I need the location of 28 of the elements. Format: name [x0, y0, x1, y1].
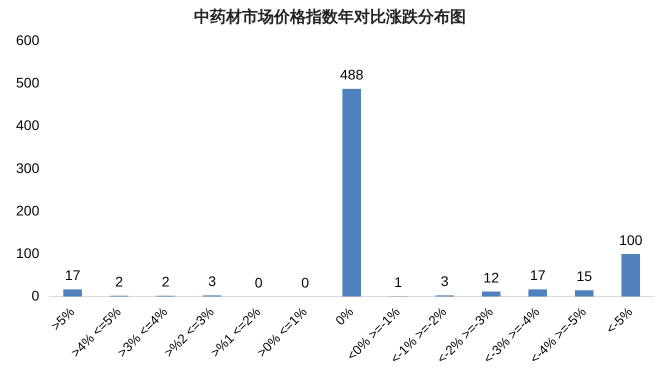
data-label: 0: [301, 274, 310, 290]
data-label: 17: [64, 267, 81, 284]
data-label: 2: [162, 274, 170, 290]
data-label: 1: [394, 274, 402, 290]
data-label: 17: [530, 267, 546, 284]
chart-title: 中药材市场价格指数年对比涨跌分布图: [194, 6, 466, 26]
data-label: 2: [115, 274, 124, 290]
y-tick-label: 0: [32, 287, 40, 304]
y-tick-label: 200: [16, 202, 40, 218]
data-label: 15: [576, 268, 592, 284]
y-tick-label: 300: [16, 160, 40, 176]
bar: [528, 289, 548, 297]
data-label: 100: [619, 232, 643, 248]
bar: [482, 292, 501, 297]
data-label: 488: [340, 66, 364, 83]
bar: [63, 289, 82, 297]
data-label: 3: [208, 273, 216, 290]
x-tick-label: 0%: [332, 304, 357, 328]
data-label: 12: [483, 269, 500, 286]
data-label: 3: [440, 273, 449, 290]
y-tick-label: 500: [16, 74, 40, 91]
data-label: 0: [254, 274, 263, 290]
y-tick-label: 100: [16, 244, 40, 261]
y-tick-label: 600: [16, 32, 40, 48]
y-tick-label: 400: [16, 117, 40, 134]
bar: [574, 290, 594, 297]
bar: [342, 88, 361, 297]
bar: [621, 254, 640, 297]
